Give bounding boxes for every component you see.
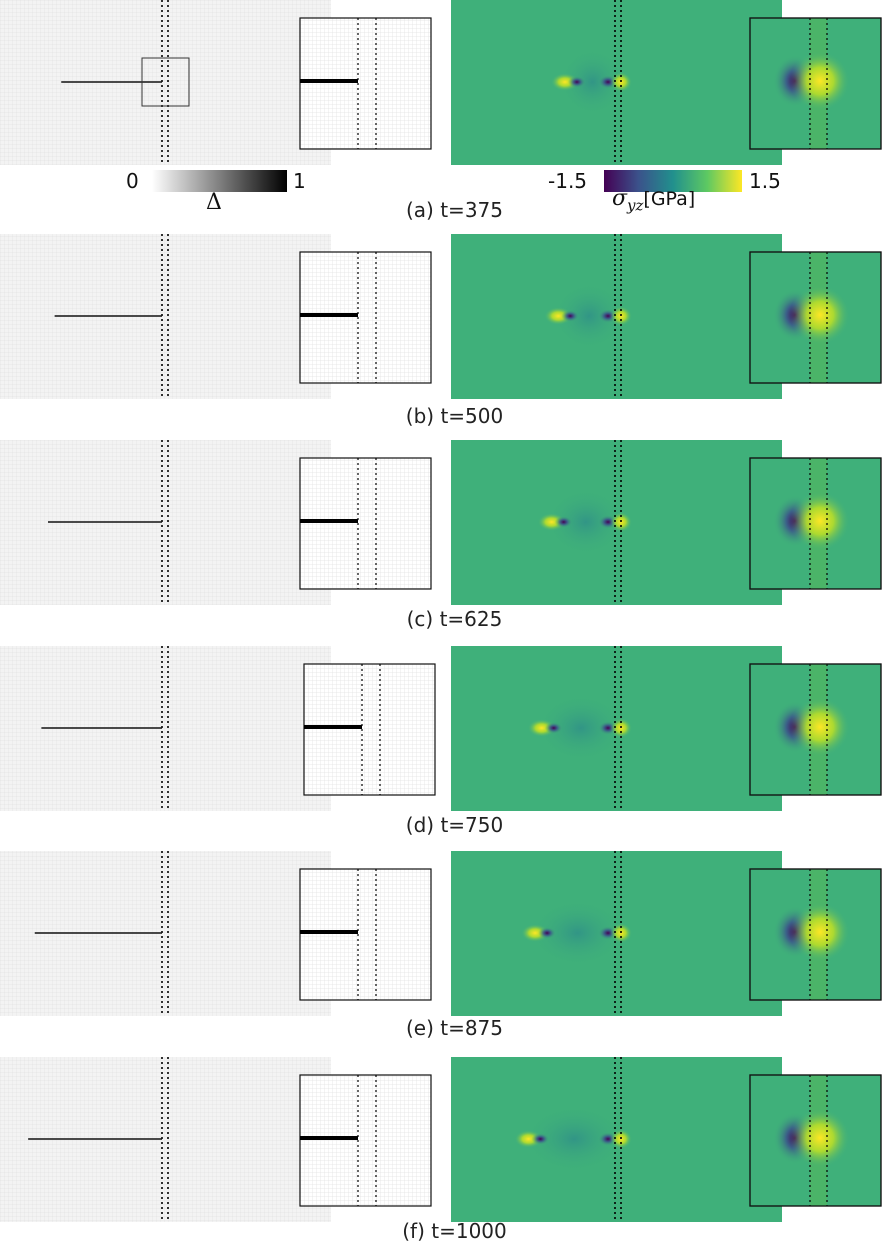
panel-caption: (d) t=750 [405,813,504,837]
damage-field [0,234,331,399]
damage-colorbar-label: Δ [206,190,222,215]
damage-inset [299,1074,432,1207]
panel-row [0,646,882,811]
damage-inset [299,251,432,384]
panel-caption: (c) t=625 [406,607,503,631]
stress-colorbar-label: σyz[GPa] [612,186,695,214]
panel-caption: (f) t=1000 [402,1219,507,1243]
panel-row [0,851,882,1016]
damage-inset [299,457,432,590]
stress-label-symbol: σ [612,186,628,211]
stress-colorbar-max: 1.5 [749,169,781,193]
damage-field [0,0,331,165]
stress-colorbar [604,170,742,192]
damage-inset [299,17,432,150]
damage-colorbar-max: 1 [293,169,306,193]
stress-label-unit: [GPa] [643,188,696,210]
damage-inset [303,663,436,796]
stress-colorbar-min: -1.5 [548,169,588,193]
panel-row [0,234,882,399]
panel-caption: (e) t=875 [405,1016,504,1040]
panel-row [0,440,882,605]
stress-label-subscript: yz [627,196,644,215]
damage-colorbar [152,170,287,192]
damage-inset [299,868,432,1001]
panel-caption: (b) t=500 [405,404,504,428]
panel-row [0,1057,882,1222]
zoom-box [141,57,190,107]
damage-colorbar-min: 0 [126,169,139,193]
panel-caption: (a) t=375 [406,198,503,222]
panel-row [0,0,882,165]
